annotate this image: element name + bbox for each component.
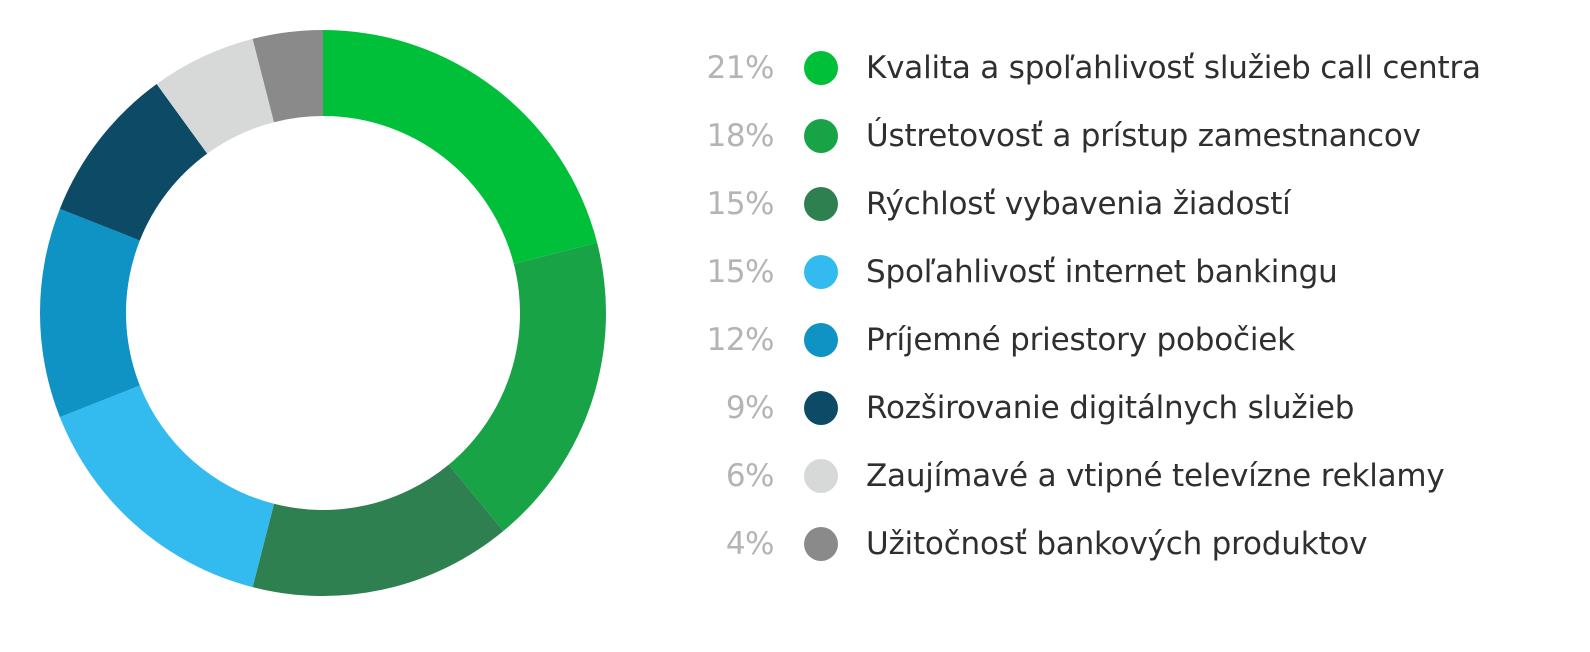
legend-item: 6% Zaujímavé a vtipné televízne reklamy bbox=[690, 442, 1570, 510]
legend-percent: 6% bbox=[725, 458, 775, 494]
donut-slice bbox=[252, 464, 504, 596]
donut-chart bbox=[39, 30, 606, 596]
donut-slice bbox=[59, 385, 275, 588]
legend-percent: 15% bbox=[706, 254, 775, 290]
legend-percent: 21% bbox=[706, 50, 775, 86]
legend-item: 15% Spoľahlivosť internet bankingu bbox=[690, 238, 1570, 306]
legend-color-dot bbox=[804, 255, 838, 289]
legend-color-dot bbox=[804, 187, 838, 221]
donut-slice bbox=[448, 242, 606, 532]
legend-percent: 9% bbox=[725, 390, 775, 426]
legend-label: Ústretovosť a prístup zamestnancov bbox=[866, 118, 1421, 154]
legend-label: Príjemné priestory pobočiek bbox=[866, 322, 1295, 358]
legend-item: 12% Príjemné priestory pobočiek bbox=[690, 306, 1570, 374]
legend-color-dot bbox=[804, 323, 838, 357]
donut-slice bbox=[252, 30, 323, 123]
legend-color-dot bbox=[804, 391, 838, 425]
legend-color-dot bbox=[804, 119, 838, 153]
legend-color-dot bbox=[804, 459, 838, 493]
legend-label: Rozširovanie digitálnych služieb bbox=[866, 390, 1355, 426]
legend-percent: 12% bbox=[706, 322, 775, 358]
donut-slice bbox=[39, 208, 140, 418]
legend-percent: 4% bbox=[725, 526, 775, 562]
legend-item: 9% Rozširovanie digitálnych služieb bbox=[690, 374, 1570, 442]
legend-percent: 18% bbox=[706, 118, 775, 154]
donut-slice bbox=[323, 30, 598, 265]
legend-color-dot bbox=[804, 527, 838, 561]
legend-item: 21% Kvalita a spoľahlivosť služieb call … bbox=[690, 34, 1570, 102]
legend-item: 15% Rýchlosť vybavenia žiadostí bbox=[690, 170, 1570, 238]
donut-slice bbox=[59, 84, 208, 241]
legend-color-dot bbox=[804, 51, 838, 85]
legend-label: Spoľahlivosť internet bankingu bbox=[866, 254, 1338, 290]
legend-label: Kvalita a spoľahlivosť služieb call cent… bbox=[866, 50, 1481, 86]
legend-item: 18% Ústretovosť a prístup zamestnancov bbox=[690, 102, 1570, 170]
legend-label: Zaujímavé a vtipné televízne reklamy bbox=[866, 458, 1445, 494]
donut-slice bbox=[156, 38, 275, 154]
legend-label: Užitočnosť bankových produktov bbox=[866, 526, 1368, 562]
legend: 21% Kvalita a spoľahlivosť služieb call … bbox=[690, 34, 1570, 578]
legend-percent: 15% bbox=[706, 186, 775, 222]
legend-item: 4% Užitočnosť bankových produktov bbox=[690, 510, 1570, 578]
legend-label: Rýchlosť vybavenia žiadostí bbox=[866, 186, 1291, 222]
